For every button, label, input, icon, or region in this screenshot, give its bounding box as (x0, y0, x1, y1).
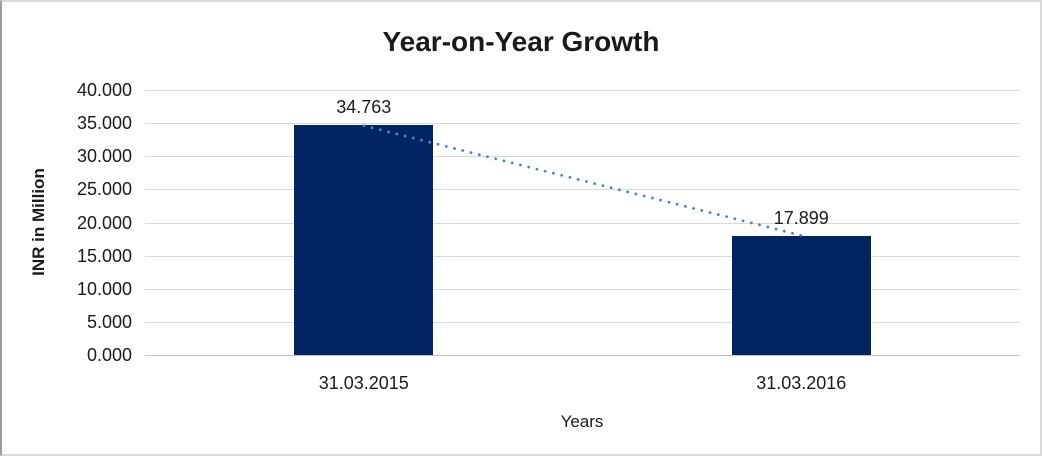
y-tick-label: 25.000 (76, 179, 132, 200)
y-tick-label: 5.000 (86, 311, 132, 332)
gridline (145, 156, 1020, 158)
bar-31.03.2016 (731, 236, 871, 355)
chart-title: Year-on-Year Growth (382, 26, 660, 57)
x-category-label: 31.03.2016 (756, 373, 847, 393)
y-tick-label: 0.000 (86, 345, 132, 365)
trendline (362, 124, 803, 237)
y-tick-label: 15.000 (76, 245, 132, 266)
x-axis-title: Years (560, 412, 604, 431)
y-tick-label: 10.000 (76, 278, 132, 299)
y-tick-label: 20.000 (76, 212, 132, 233)
y-tick-label: 35.000 (76, 113, 132, 134)
gridline (145, 222, 1020, 224)
data-label: 17.899 (773, 208, 829, 229)
gridline (145, 189, 1020, 191)
gridline (145, 321, 1020, 323)
gridline (145, 288, 1020, 290)
x-category-label: 31.03.2015 (318, 373, 409, 393)
x-axis-line (145, 355, 1020, 356)
gridline (145, 123, 1020, 125)
gridline (145, 255, 1020, 257)
y-tick-label: 30.000 (76, 146, 132, 167)
bar-31.03.2015 (294, 124, 434, 355)
y-tick-label: 40.000 (76, 80, 132, 100)
data-label: 34.763 (336, 96, 392, 117)
plot-area (145, 90, 1020, 356)
gridline (145, 90, 1020, 91)
